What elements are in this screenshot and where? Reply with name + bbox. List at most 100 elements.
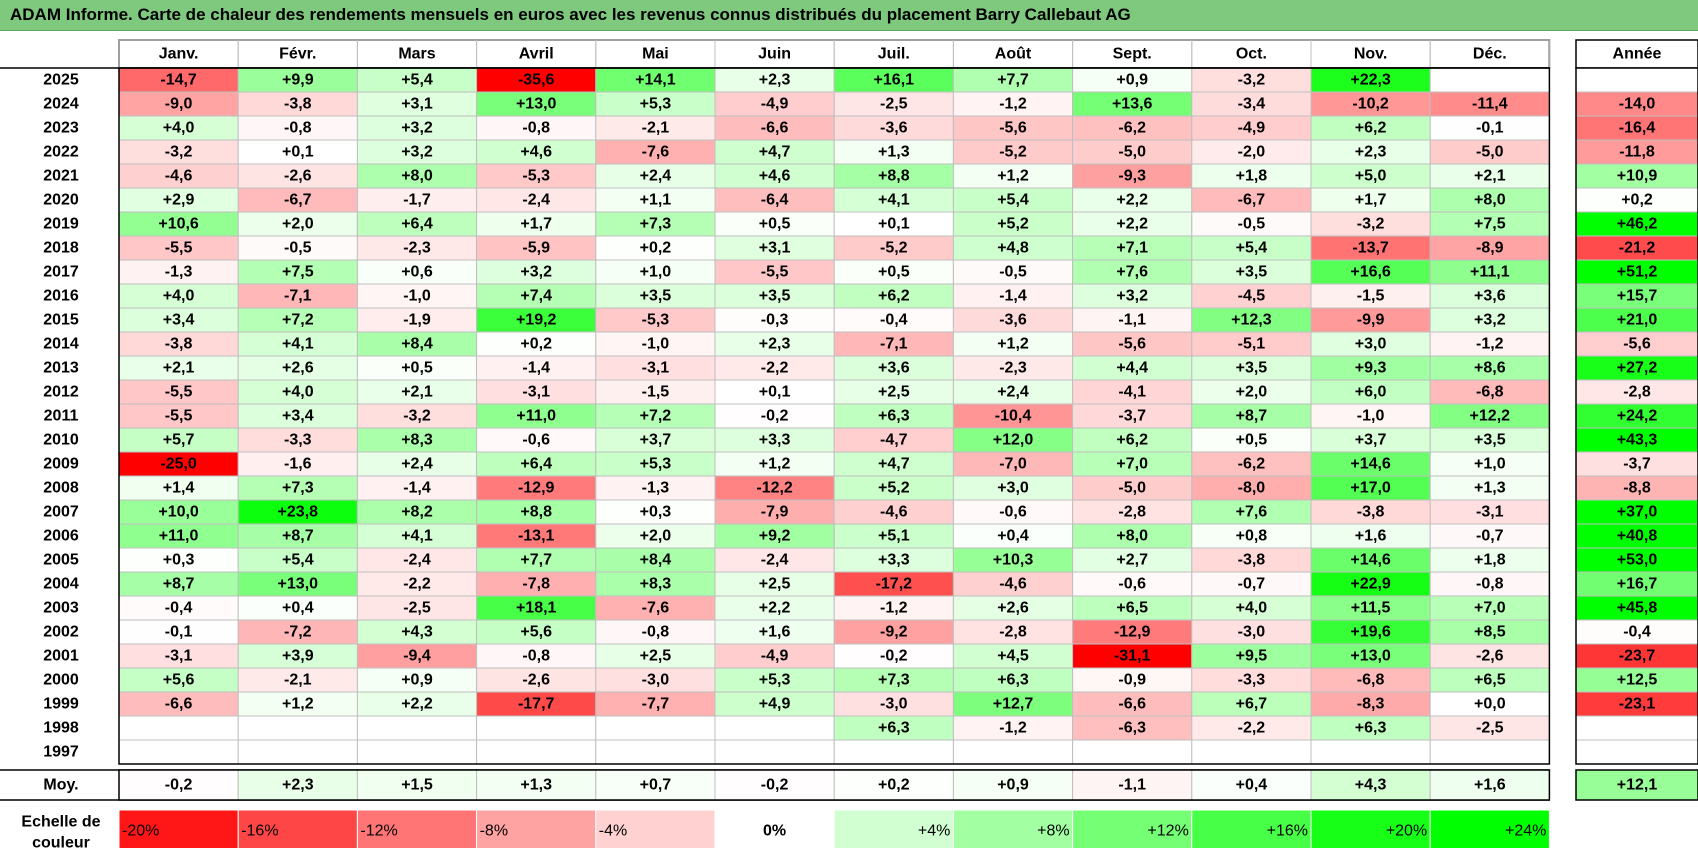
heatmap-cell xyxy=(1072,187,1193,213)
heatmap-cell xyxy=(356,259,478,285)
year-cell xyxy=(1575,715,1698,741)
cell-value: -1,3 xyxy=(165,264,193,281)
scale-swatch xyxy=(476,809,597,848)
heatmap-cell xyxy=(595,715,716,741)
heatmap-cell xyxy=(595,475,716,501)
cell-value: +0,6 xyxy=(401,264,433,281)
cell-value: -5,3 xyxy=(522,168,550,185)
heatmap-cell xyxy=(237,571,358,597)
cell-value: +1,0 xyxy=(640,264,672,281)
cell-value: -5,1 xyxy=(1238,336,1266,353)
cell-value: +2,6 xyxy=(282,360,314,377)
year-cell xyxy=(1575,115,1698,141)
average-value: +0,4 xyxy=(1236,777,1268,794)
average-value: +2,3 xyxy=(282,777,314,794)
cell-value: +7,4 xyxy=(520,288,552,305)
heatmap-cell xyxy=(1072,715,1193,741)
cell-value: +1,0 xyxy=(1474,456,1506,473)
cell-value: +0,9 xyxy=(401,672,433,689)
cell-value: -6,8 xyxy=(1476,384,1504,401)
cell-value: -3,8 xyxy=(1357,504,1385,521)
cell-value: -9,3 xyxy=(1118,168,1146,185)
cell-value: -3,0 xyxy=(1238,624,1266,641)
cell-value: +5,6 xyxy=(520,624,552,641)
cell-value: +2,5 xyxy=(640,648,672,665)
heatmap-cell xyxy=(1310,499,1431,525)
heatmap-cell xyxy=(1429,403,1550,429)
row-label-1998: 1998 xyxy=(43,720,79,737)
cell-value: -0,1 xyxy=(165,624,193,641)
heatmap-cell xyxy=(476,307,597,333)
cell-value: +2,5 xyxy=(759,576,791,593)
heatmap-cell xyxy=(1429,523,1550,549)
year-cell xyxy=(1575,379,1698,405)
cell-value: +1,6 xyxy=(1355,528,1387,545)
year-cell xyxy=(1575,283,1698,309)
year-cell xyxy=(1575,667,1698,693)
heatmap-cell xyxy=(1191,427,1312,453)
cell-value: -1,1 xyxy=(1118,312,1146,329)
scale-stop-label: +16% xyxy=(1267,823,1308,840)
heatmap-cell xyxy=(356,691,478,717)
heatmap-cell xyxy=(476,163,597,189)
heatmap-cell xyxy=(714,715,835,741)
cell-value: +7,1 xyxy=(1116,240,1148,257)
cell-value: +0,1 xyxy=(282,144,314,161)
year-value: +46,2 xyxy=(1617,216,1658,233)
cell-value: +1,6 xyxy=(759,624,791,641)
heatmap-cell xyxy=(1429,91,1550,117)
cell-value: -2,3 xyxy=(999,360,1027,377)
cell-value: +0,9 xyxy=(1116,72,1148,89)
cell-value: +4,7 xyxy=(759,144,791,161)
cell-value: -2,4 xyxy=(403,552,431,569)
cell-value: +11,0 xyxy=(159,528,199,545)
heatmap-cell xyxy=(476,259,597,285)
cell-value: +8,4 xyxy=(640,552,672,569)
cell-value: +6,4 xyxy=(520,456,552,473)
cell-value: -3,7 xyxy=(1118,408,1146,425)
cell-value: +11,5 xyxy=(1351,600,1391,617)
cell-value: +1,2 xyxy=(997,168,1029,185)
cell-value: +5,1 xyxy=(878,528,910,545)
year-header-frame xyxy=(1575,39,1698,69)
row-label-2002: 2002 xyxy=(43,624,79,641)
cell-value: -0,2 xyxy=(880,648,908,665)
cell-value: +4,1 xyxy=(878,192,910,209)
heatmap-cell xyxy=(1310,283,1431,309)
cell-value: +9,5 xyxy=(1236,648,1268,665)
cell-value: +3,2 xyxy=(401,144,433,161)
cell-value: -7,8 xyxy=(522,576,550,593)
cell-value: +5,6 xyxy=(163,672,195,689)
cell-value: +3,5 xyxy=(759,288,791,305)
cell-value: -25,0 xyxy=(160,456,197,473)
heatmap-cell xyxy=(1429,499,1550,525)
year-cell xyxy=(1575,451,1698,477)
heatmap-cell xyxy=(356,499,478,525)
heatmap-cell xyxy=(952,427,1074,453)
heatmap-cell xyxy=(1429,715,1550,741)
cell-value: +1,2 xyxy=(997,336,1029,353)
heatmap-cell xyxy=(1429,739,1550,765)
average-cell xyxy=(237,769,358,801)
heatmap-cell xyxy=(476,379,597,405)
cell-value: -0,6 xyxy=(522,432,550,449)
cell-value: +2,6 xyxy=(997,600,1029,617)
cell-value: -0,8 xyxy=(642,624,670,641)
heatmap-cell xyxy=(1191,403,1312,429)
cell-value: +10,6 xyxy=(158,216,199,233)
heatmap-cell xyxy=(1191,355,1312,381)
row-label-2009: 2009 xyxy=(43,456,79,473)
heatmap-cell xyxy=(1072,259,1193,285)
cell-value: -2,5 xyxy=(1476,720,1504,737)
heatmap-cell xyxy=(476,355,597,381)
cell-value: +7,6 xyxy=(1236,504,1268,521)
cell-value: +2,3 xyxy=(759,72,791,89)
column-header-1: Janv. xyxy=(159,46,199,63)
cell-value: -2,2 xyxy=(761,360,789,377)
heatmap-cell xyxy=(952,739,1074,765)
row-label-2000: 2000 xyxy=(43,672,79,689)
heatmap-cell xyxy=(476,331,597,357)
cell-value: -5,2 xyxy=(880,240,908,257)
heatmap-cell xyxy=(118,667,239,693)
cell-value: -2,6 xyxy=(1476,648,1504,665)
